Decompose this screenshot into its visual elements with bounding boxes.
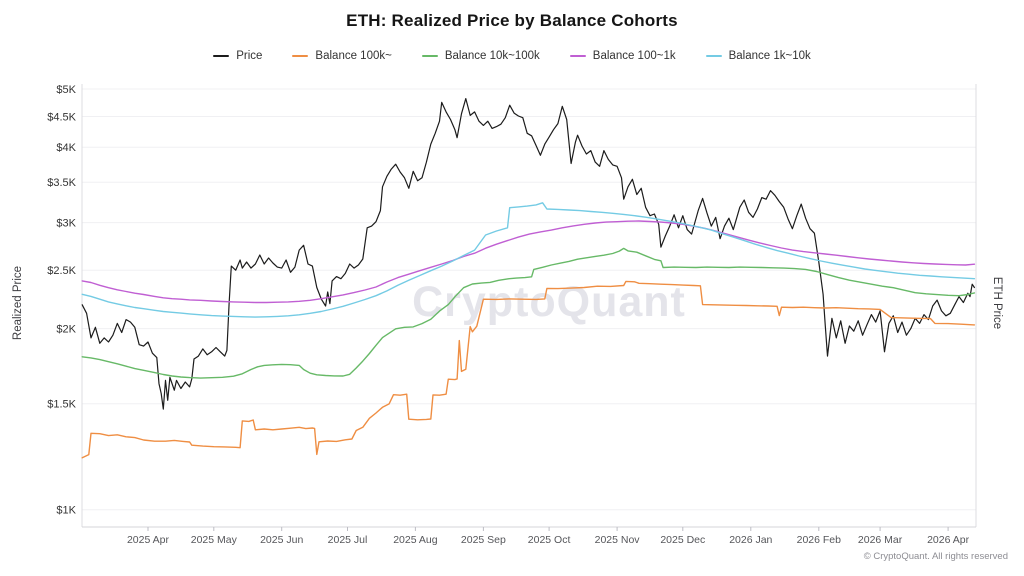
legend-label: Balance 100k~ [315,50,392,62]
x-tick-label: 2025 Aug [393,534,438,546]
y-axis-title: Realized Price [12,266,24,340]
x-tick-label: 2025 Jul [328,534,368,546]
y-tick-label: $4.5K [47,111,76,123]
legend-item-balance-1k-10k[interactable]: Balance 1k~10k [705,50,811,62]
x-tick-label: 2025 Jun [260,534,303,546]
legend-swatch-icon [705,55,722,57]
chart-title: ETH: Realized Price by Balance Cohorts [346,11,678,30]
x-tick-label: 2025 Oct [528,534,571,546]
y-tick-label: $2.5K [47,265,76,277]
legend-label: Balance 100~1k [592,50,676,62]
plot-area[interactable] [82,84,976,527]
legend-swatch-icon [292,55,309,57]
y-tick-label: $5K [56,84,76,96]
x-tick-label: 2026 Feb [797,534,842,546]
series-layer [81,98,976,459]
x-tick-label: 2025 Sep [461,534,506,546]
series-line-price [81,98,975,410]
legend-swatch-icon [213,55,230,57]
y-tick-label: $1K [56,505,76,517]
right-axis-title: ETH Price [991,277,1003,329]
x-tick-label: 2026 Jan [729,534,772,546]
chart-legend: Price Balance 100k~ Balance 10k~100k Balanc… [0,50,1024,62]
x-tick-label: 2025 Apr [127,534,170,546]
legend-item-balance-100-1k[interactable]: Balance 100~1k [569,50,676,62]
watermark: CryptoQuant [412,278,686,326]
y-tick-label: $3K [56,217,76,229]
copyright-note: © CryptoQuant. All rights reserved [863,551,1008,562]
legend-item-balance-10k-100k[interactable]: Balance 10k~100k [421,50,540,62]
legend-item-price[interactable]: Price [213,50,262,62]
grid-layer [82,88,976,511]
x-tick-label: 2025 May [191,534,238,546]
x-tick-label: 2026 Apr [927,534,970,546]
x-tick-label: 2025 Dec [660,534,705,546]
y-tick-label: $4K [56,142,76,154]
series-line-balance-1k-10k [81,202,976,318]
y-tick-label: $3.5K [47,177,76,189]
legend-label: Price [236,50,263,62]
series-line-balance-10k-100k [81,247,976,379]
legend-label: Balance 10k~100k [444,50,540,62]
axis-layer: $1K $1.5K $2K $2.5K $3K $3.5K $4K $4.5K $5K 2025 … [47,84,977,546]
series-line-balance-100k [81,280,976,459]
legend-label: Balance 1k~10k [728,50,811,62]
x-tick-label: 2025 Nov [595,534,641,546]
legend-swatch-icon [421,55,438,57]
x-tick-label: 2026 Mar [858,534,903,546]
y-tick-label: $1.5K [47,399,76,411]
y-tick-label: $2K [56,323,76,335]
series-line-balance-100-1k [81,220,976,304]
legend-swatch-icon [569,55,586,57]
legend-item-balance-100k[interactable]: Balance 100k~ [292,50,392,62]
